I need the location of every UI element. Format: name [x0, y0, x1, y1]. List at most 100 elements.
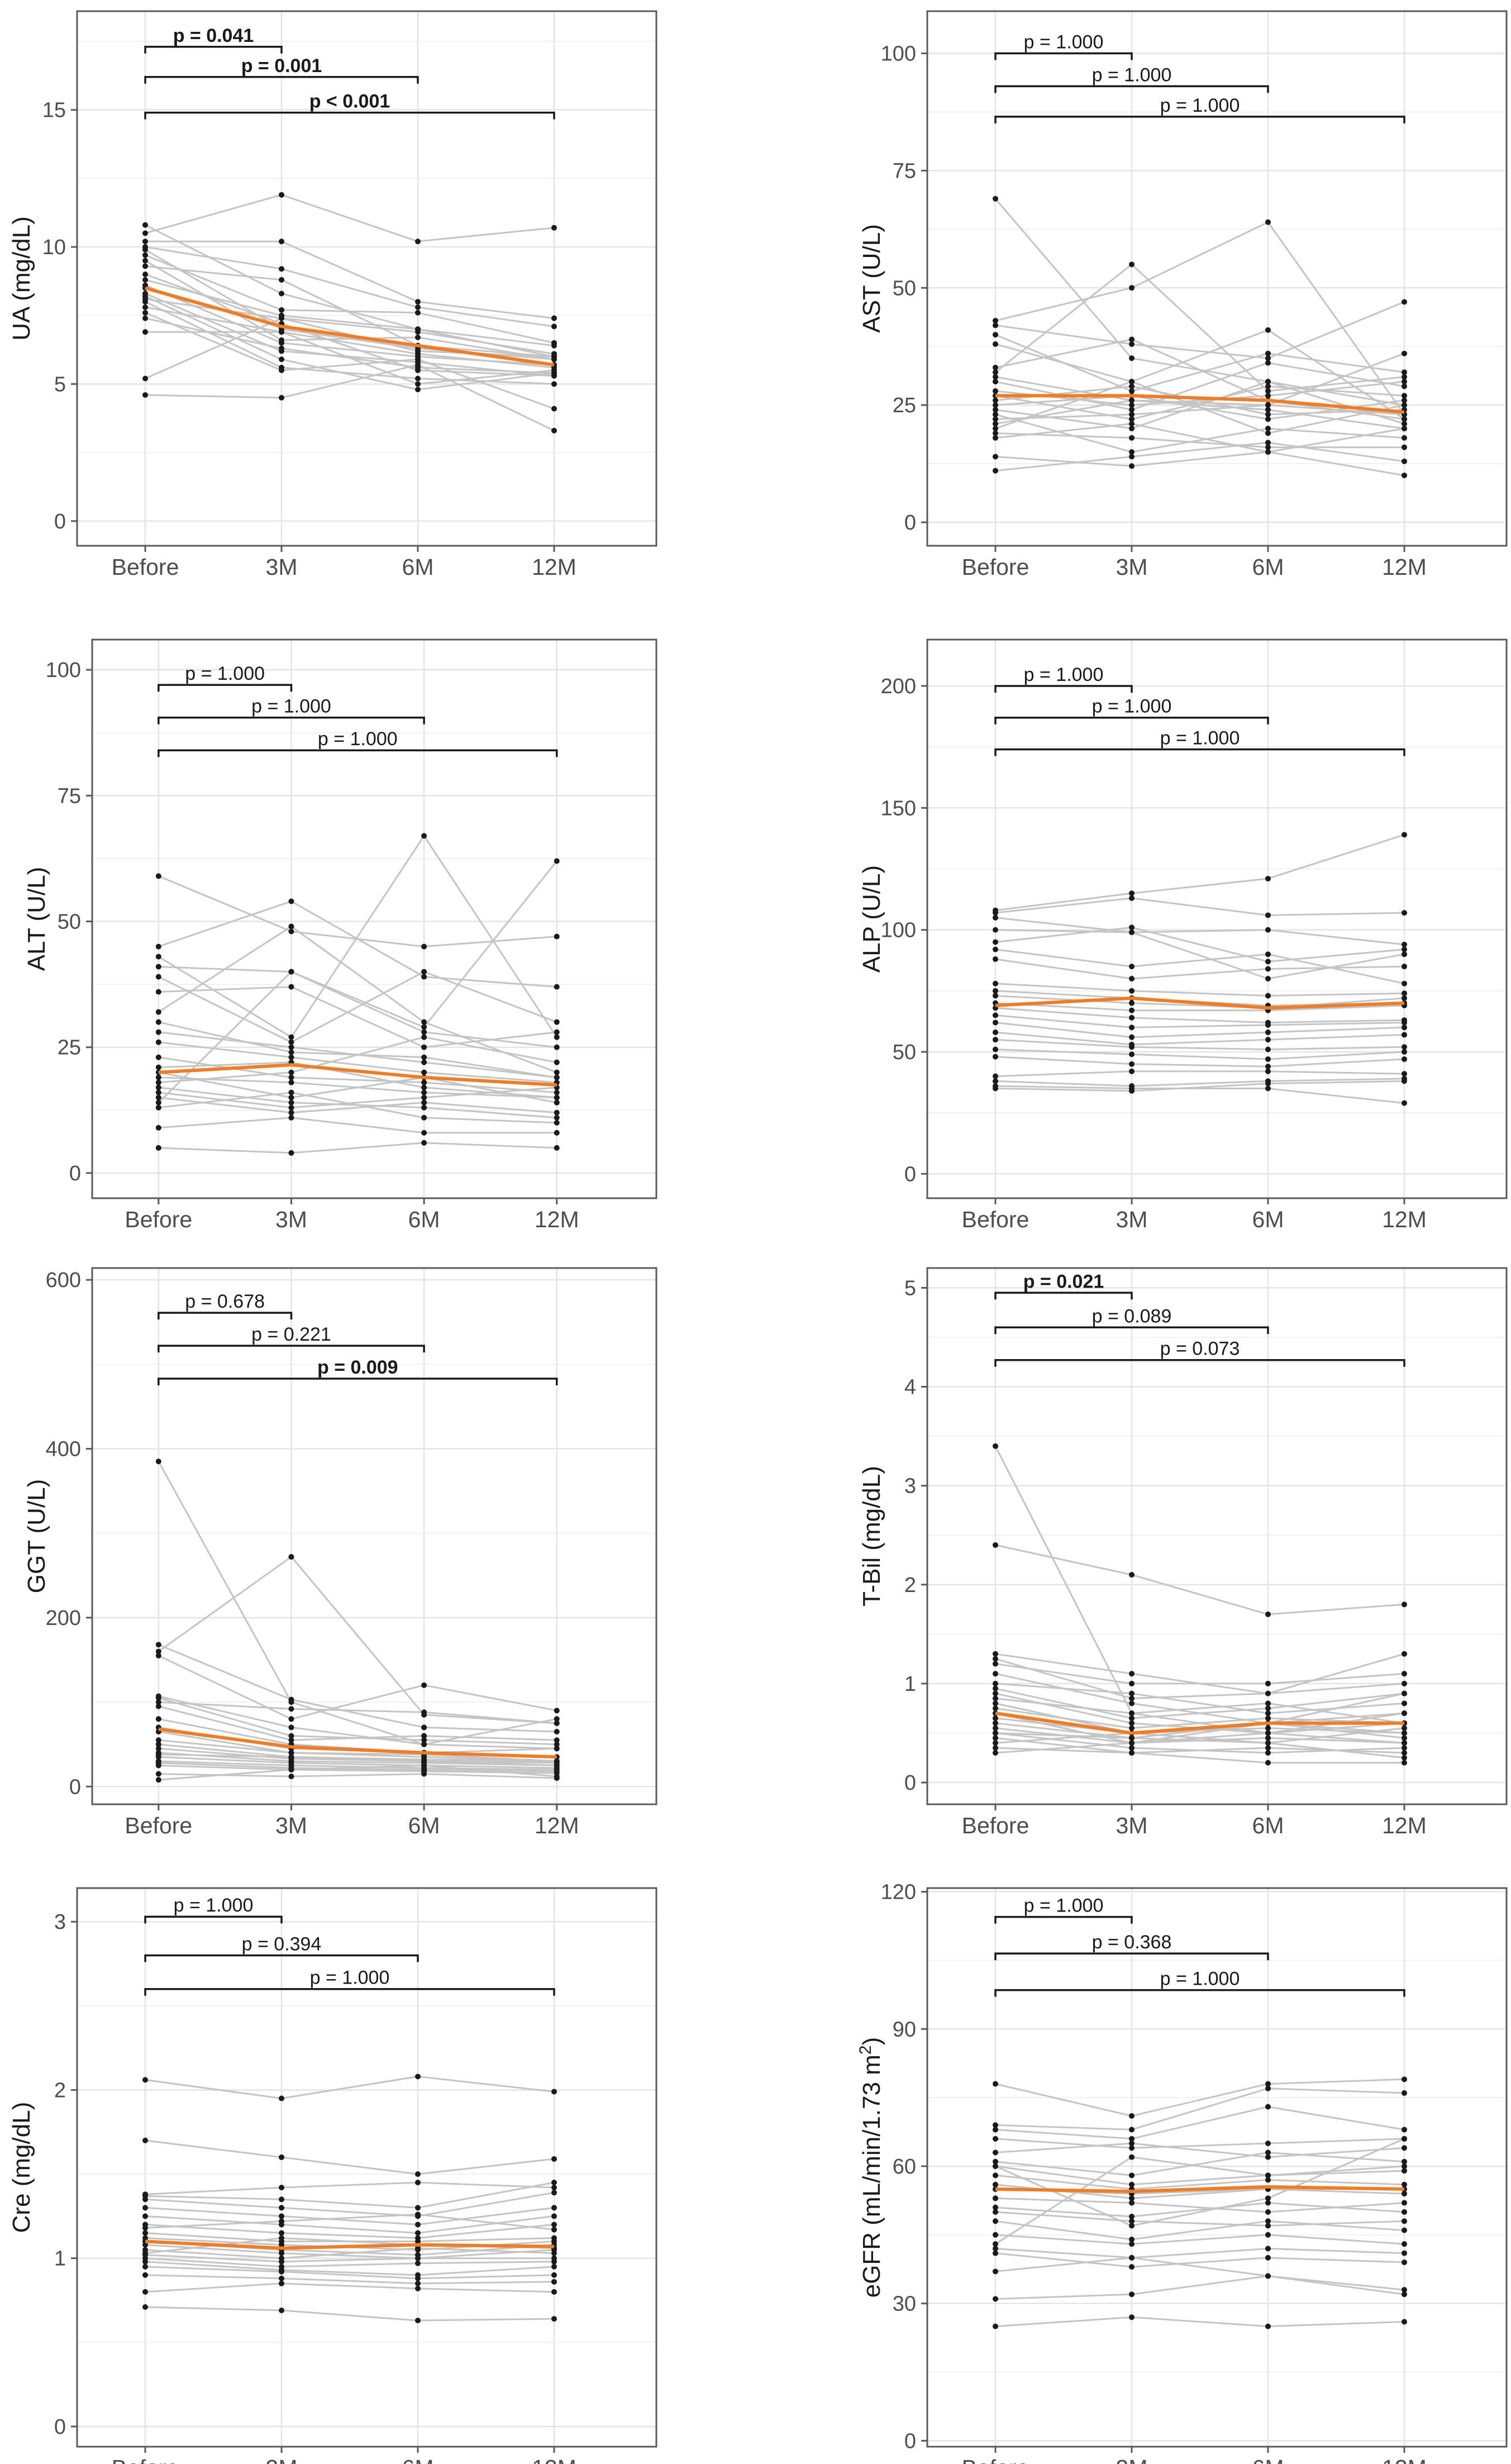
- chart-tbil-point: [1402, 1602, 1407, 1608]
- chart-cre-xtick-label: Before: [112, 2455, 179, 2464]
- chart-egfr-subject-line: [995, 2138, 1405, 2227]
- chart-alt-point: [554, 1114, 560, 1121]
- chart-cre-xtick-label: 6M: [402, 2455, 434, 2464]
- chart-alp-point: [993, 946, 998, 952]
- chart-alt-point: [288, 1109, 294, 1116]
- chart-cre-point: [279, 2308, 284, 2314]
- chart-ggt-point: [421, 1682, 427, 1688]
- chart-cre-subject-line: [145, 2139, 555, 2175]
- chart-alt-point: [421, 974, 427, 980]
- chart-ua-subject-line: [145, 312, 555, 410]
- chart-alp-point: [1129, 1051, 1135, 1057]
- chart-tbil-bracket: [994, 1359, 1405, 1367]
- chart-tbil-subject-line: [995, 1683, 1405, 1714]
- chart-ast-point: [1265, 411, 1271, 417]
- chart-egfr-point: [993, 2218, 998, 2224]
- chart-ggt-point: [421, 1741, 427, 1747]
- chart-ast-pvalue-label: p = 1.000: [1024, 32, 1104, 53]
- chart-ast-subject-line: [995, 432, 1404, 449]
- chart-alp-point: [1265, 1030, 1271, 1036]
- chart-ggt-subject-line: [158, 1739, 557, 1762]
- chart-cre-point: [551, 2258, 557, 2265]
- chart-alp-subject-line: [995, 926, 1405, 962]
- chart-alp-point: [1265, 951, 1271, 957]
- chart-ggt-point: [155, 1741, 161, 1747]
- chart-cre-subject-line: [145, 2215, 555, 2234]
- chart-ast-point: [1402, 383, 1407, 389]
- chart-tbil-subject-line: [995, 1672, 1405, 1724]
- chart-ast-point: [1265, 416, 1271, 422]
- chart-alt-xtick-label: Before: [125, 1207, 192, 1232]
- chart-tbil-point: [1402, 1740, 1407, 1746]
- chart-ggt-pvalue-label: p = 0.221: [251, 1324, 331, 1345]
- chart-ggt-point: [421, 1737, 427, 1743]
- chart-tbil-point: [1129, 1680, 1135, 1686]
- chart-ggt-subject-line: [158, 1756, 557, 1769]
- chart-ast-subject-line: [995, 423, 1405, 476]
- chart-ggt-ylabel: GGT (U/L): [23, 1479, 50, 1594]
- chart-ast-point: [1265, 407, 1271, 413]
- chart-cre-ytick-label: 3: [54, 1910, 66, 1934]
- chart-cre-point: [415, 2230, 421, 2236]
- chart-cre-point: [279, 2268, 284, 2275]
- chart-tbil-subject-line: [995, 1747, 1404, 1764]
- chart-ggt-point: [421, 1756, 427, 1762]
- chart-tbil-ytick-label: 2: [904, 1574, 916, 1597]
- chart-egfr-point: [993, 2246, 998, 2252]
- chart-alp-point: [1129, 930, 1135, 936]
- chart-alt-subject-line: [158, 925, 557, 1074]
- chart-ast-point: [1265, 430, 1271, 436]
- chart-ua-subject-line: [145, 293, 555, 377]
- chart-alt-point: [155, 954, 161, 960]
- chart-ua-point: [279, 356, 284, 363]
- chart-ast-point: [1402, 421, 1407, 427]
- chart-ast-pvalue-label: p = 1.000: [1092, 64, 1172, 85]
- chart-alp-point: [1129, 975, 1135, 981]
- chart-egfr-subject-line: [995, 2247, 1405, 2259]
- chart-ggt-point: [554, 1746, 560, 1752]
- chart-alt-point: [155, 1009, 161, 1015]
- chart-alt-subject-line: [158, 834, 558, 1038]
- chart-alp-pvalue-label: p = 1.000: [1160, 728, 1240, 749]
- chart-tbil-point: [1129, 1720, 1135, 1726]
- chart-tbil-point: [1129, 1725, 1135, 1731]
- chart-alp-subject-line: [995, 949, 1405, 985]
- chart-ast-subject-line: [995, 441, 1405, 472]
- chart-alt-point: [421, 1094, 427, 1100]
- chart-alp-panel-border: [926, 638, 1508, 1199]
- chart-egfr-subject-line: [995, 2165, 1405, 2186]
- chart-tbil-point: [1402, 1710, 1407, 1717]
- chart-alp-point: [1129, 1024, 1135, 1031]
- chart-ast-point: [993, 369, 998, 375]
- chart-alt-ylabel: ALT (U/L): [23, 867, 50, 971]
- chart-ggt-point: [155, 1703, 161, 1709]
- chart-cre-point: [279, 2213, 284, 2219]
- chart-alp-point: [1265, 1037, 1271, 1043]
- chart-tbil-point: [1129, 1735, 1135, 1741]
- chart-ast-subject-line: [995, 385, 1405, 416]
- chart-ua-point: [279, 394, 284, 401]
- chart-tbil-point: [993, 1720, 998, 1726]
- chart-ua-bracket: [144, 111, 555, 120]
- chart-cre-point: [142, 2250, 148, 2256]
- chart-tbil-point: [993, 1700, 998, 1707]
- chart-alt-point: [155, 1054, 161, 1060]
- chart-alt-subject-line: [158, 1076, 557, 1099]
- chart-alt-point: [554, 1099, 560, 1105]
- chart-egfr-bracket: [994, 1915, 1133, 1924]
- chart-ast-point: [1129, 463, 1135, 469]
- chart-ggt-ytick-label: 400: [46, 1438, 81, 1461]
- chart-alt-point: [554, 933, 560, 940]
- chart-alp-point: [993, 993, 998, 999]
- chart-alp-point: [1402, 990, 1407, 997]
- chart-ast-point: [1402, 458, 1407, 464]
- chart-alp-point: [1265, 875, 1271, 881]
- chart-alp-point: [993, 1019, 998, 1026]
- chart-ast-subject-line: [995, 427, 1405, 467]
- chart-alp-point: [1402, 1019, 1407, 1026]
- chart-egfr-point: [1265, 2150, 1271, 2156]
- chart-egfr-point: [1265, 2200, 1271, 2206]
- chart-ggt-subject-line: [158, 1753, 557, 1762]
- chart-tbil-point: [993, 1705, 998, 1712]
- chart-alt-point: [155, 1064, 161, 1070]
